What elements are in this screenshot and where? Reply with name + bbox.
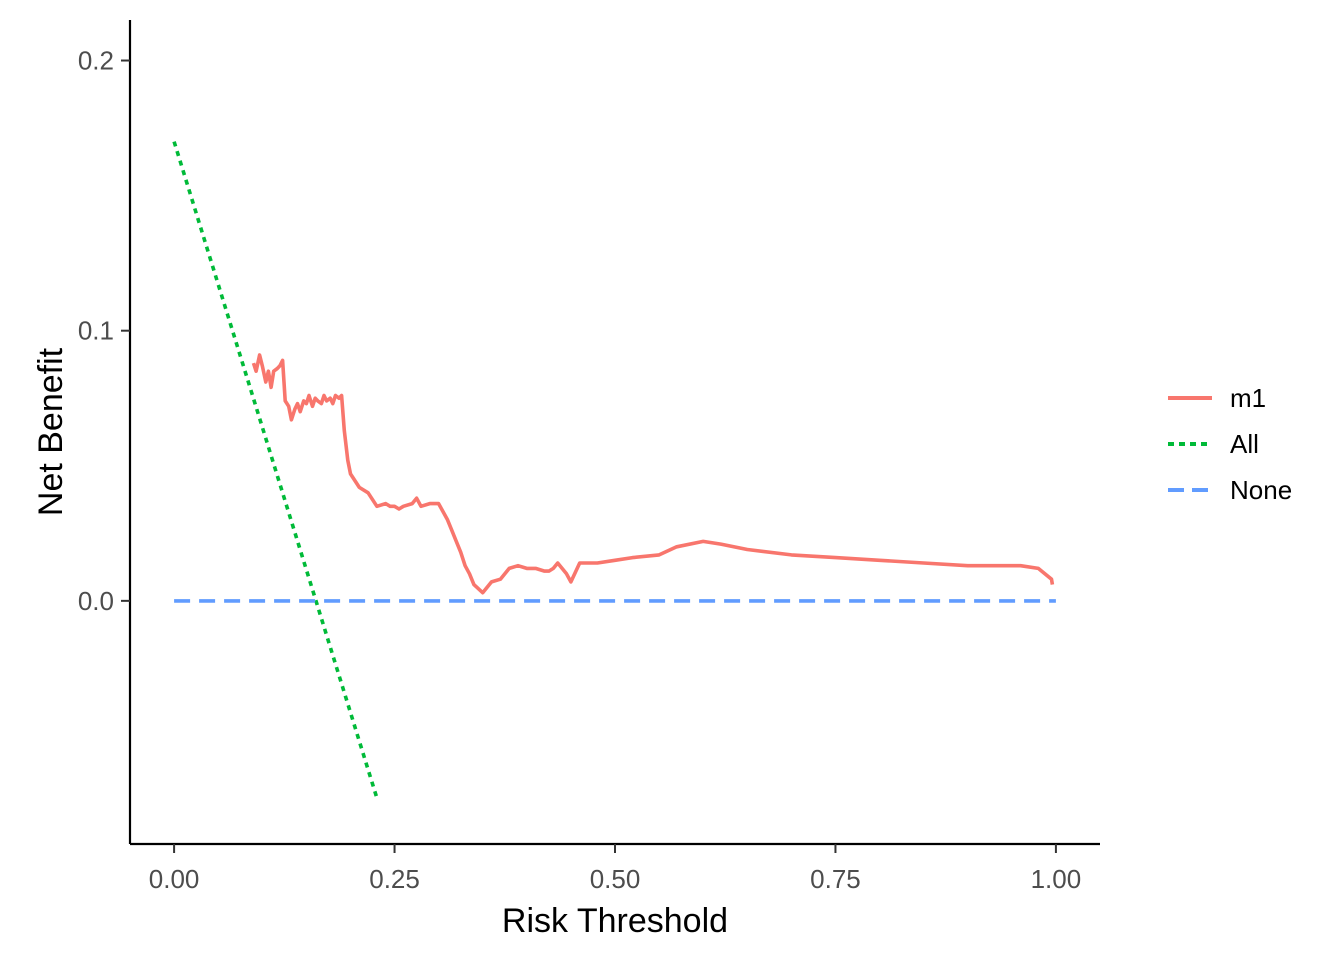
x-axis-title: Risk Threshold xyxy=(502,902,728,940)
legend-label-m1: m1 xyxy=(1230,383,1266,413)
x-tick-label: 1.00 xyxy=(1031,864,1082,894)
y-tick-label: 0.0 xyxy=(78,586,114,616)
x-tick-label: 0.75 xyxy=(810,864,861,894)
x-tick-label: 0.25 xyxy=(369,864,420,894)
x-tick-label: 0.50 xyxy=(590,864,641,894)
x-ticks: 0.00 0.25 0.50 0.75 1.00 xyxy=(149,844,1081,894)
plot-area xyxy=(172,141,1056,799)
y-axis-title: Net Benefit xyxy=(32,347,70,516)
y-tick-label: 0.1 xyxy=(78,316,114,346)
x-tick-label: 0.00 xyxy=(149,864,200,894)
legend-label-all: All xyxy=(1230,429,1259,459)
series-line-all xyxy=(172,141,379,799)
y-tick-label: 0.2 xyxy=(78,46,114,76)
legend: m1 All None xyxy=(1168,383,1292,505)
series-line-m1 xyxy=(251,353,1055,595)
y-ticks: 0.0 0.1 0.2 xyxy=(78,46,130,616)
legend-label-none: None xyxy=(1230,475,1292,505)
axes: 0.00 0.25 0.50 0.75 1.00 0.0 0.1 0.2 xyxy=(78,20,1100,894)
